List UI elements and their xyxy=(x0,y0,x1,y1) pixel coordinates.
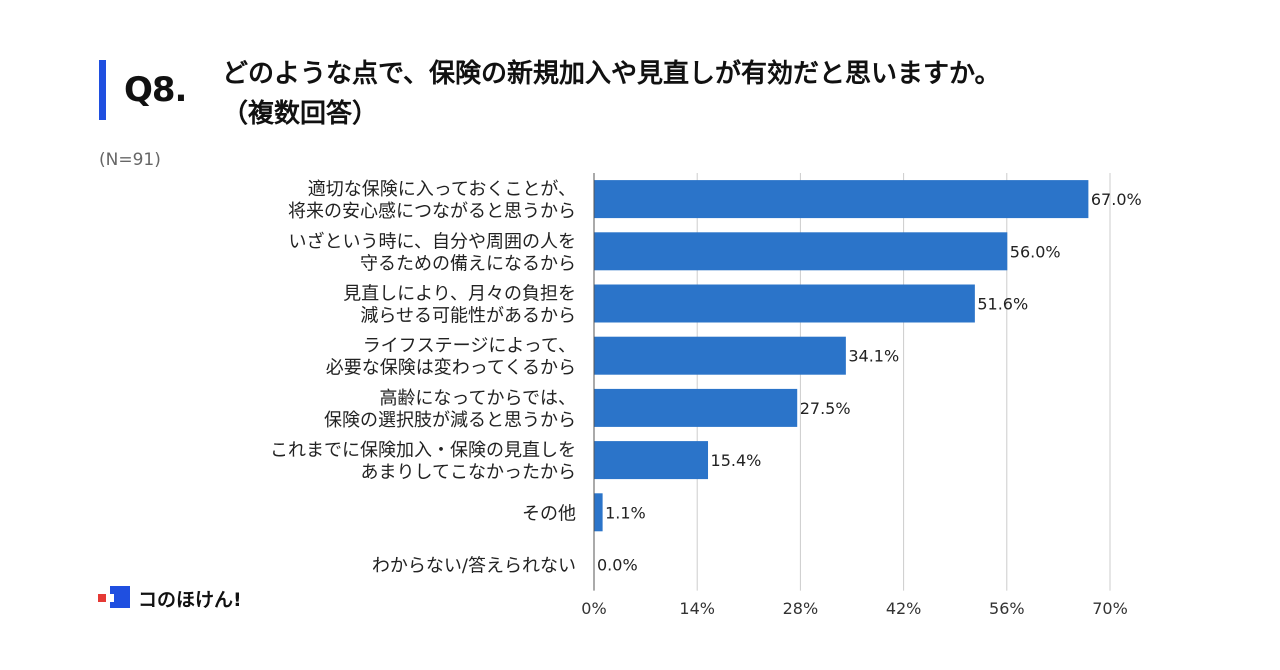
bar xyxy=(594,441,709,480)
bar xyxy=(594,284,975,323)
bar xyxy=(594,336,846,375)
category-label: 減らせる可能性があるから xyxy=(360,306,576,327)
category-label: あまりしてこなかったから xyxy=(361,462,576,483)
value-label: 27.5% xyxy=(800,399,851,418)
category-label: わからない/答えられない xyxy=(372,556,576,577)
category-label: いざという時に、自分や周囲の人を xyxy=(289,230,576,252)
value-label: 34.1% xyxy=(848,347,899,366)
logo-text: コのほけん! xyxy=(138,589,242,611)
value-label: 0.0% xyxy=(597,556,638,575)
bar xyxy=(594,180,1089,219)
value-label: 15.4% xyxy=(711,451,762,470)
x-tick-label: 28% xyxy=(783,599,819,618)
question-accent-bar xyxy=(99,60,106,120)
x-tick-label: 0% xyxy=(581,599,606,618)
x-tick-label: 42% xyxy=(886,599,922,618)
value-label: 67.0% xyxy=(1091,190,1142,209)
question-text: どのような点で、保険の新規加入や見直しが有効だと思いますか。 （複数回答） xyxy=(222,54,1000,134)
value-label: 51.6% xyxy=(977,295,1028,314)
question-number: Q8. xyxy=(124,70,187,110)
category-label: 必要な保険は変わってくるから xyxy=(326,358,576,379)
value-label: 56.0% xyxy=(1010,242,1061,261)
logo-dot-icon xyxy=(98,594,106,602)
value-label: 1.1% xyxy=(605,503,646,522)
category-label: 保険の選択肢が減ると思うから xyxy=(324,410,576,431)
bar xyxy=(594,232,1008,271)
category-label: その他 xyxy=(522,503,576,524)
category-label: 高齢になってからでは、 xyxy=(379,388,576,409)
bar xyxy=(594,388,798,427)
category-label: 守るための備えになるから xyxy=(360,253,576,274)
x-tick-label: 14% xyxy=(679,599,715,618)
question-line-2: （複数回答） xyxy=(222,99,379,129)
x-tick-label: 70% xyxy=(1092,599,1128,618)
category-label: 適切な保険に入っておくことが、 xyxy=(308,179,576,200)
sample-size: (N=91) xyxy=(99,150,161,170)
bar xyxy=(594,493,603,532)
category-label: 将来の安心感につながると思うから xyxy=(288,201,576,222)
x-tick-label: 56% xyxy=(989,599,1025,618)
logo-mark-icon xyxy=(110,586,130,608)
question-line-1: どのような点で、保険の新規加入や見直しが有効だと思いますか。 xyxy=(222,59,1001,89)
category-label: ライフステージによって、 xyxy=(363,336,576,357)
category-label: これまでに保険加入・保険の見直しを xyxy=(270,440,576,461)
category-label: 見直しにより、月々の負担を xyxy=(343,284,576,305)
